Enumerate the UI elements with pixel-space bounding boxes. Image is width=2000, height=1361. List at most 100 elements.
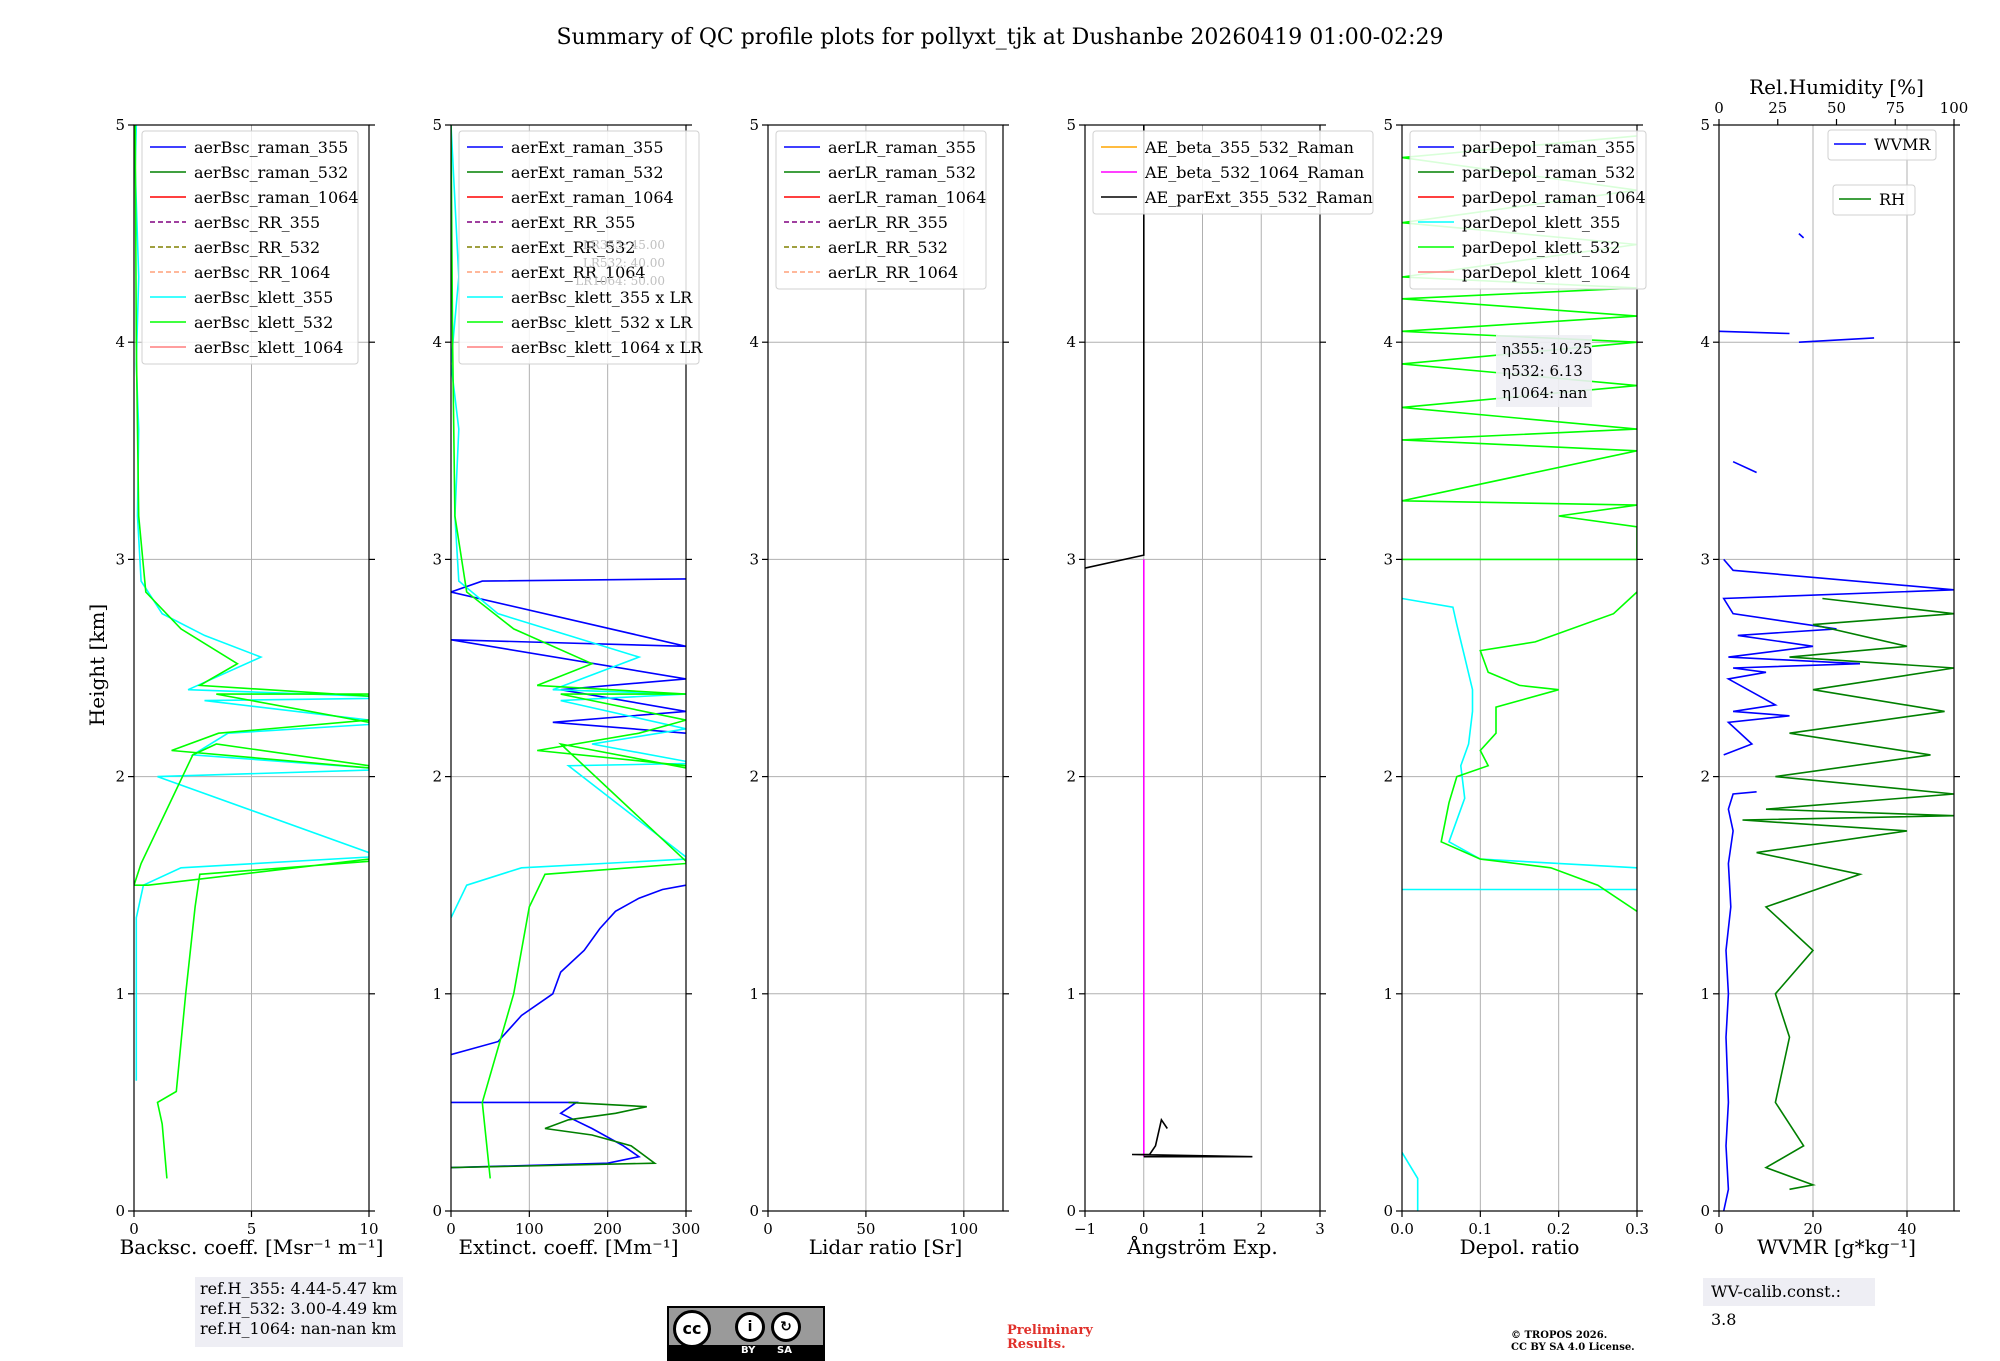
series-line-aerExt_raman_355_b bbox=[451, 1101, 641, 1169]
x-tick-label-ext: 0 bbox=[446, 1220, 456, 1238]
series-line-RH bbox=[1742, 597, 1954, 1191]
legend-label-aerBsc_raman_355: aerBsc_raman_355 bbox=[194, 138, 348, 157]
series-line-parDepol_klett_355 bbox=[1402, 1151, 1419, 1211]
lr-annotation-1: LR532: 40.00 bbox=[583, 256, 665, 270]
legend-label-aerBsc_klett_1064 x LR: aerBsc_klett_1064 x LR bbox=[511, 338, 703, 357]
y-tick-label-wv: 4 bbox=[1700, 333, 1710, 351]
x-tick-label-wv: 40 bbox=[1897, 1220, 1916, 1238]
legend-label-aerBsc_raman_1064: aerBsc_raman_1064 bbox=[194, 188, 359, 207]
y-tick-label-lr: 0 bbox=[749, 1202, 759, 1220]
cc-by-label: BY bbox=[741, 1345, 756, 1356]
x-axis-label-wv: WVMR [g*kg⁻¹] bbox=[1757, 1235, 1916, 1259]
y-tick-label-lr: 2 bbox=[749, 768, 759, 786]
series-line-AE_parExt_355_532_Raman bbox=[1085, 125, 1145, 569]
series-line-parDepol_klett_355_c bbox=[1402, 597, 1637, 869]
legend-label-parDepol_klett_1064: parDepol_klett_1064 bbox=[1462, 263, 1631, 282]
top-x-tick-label-wv: 0 bbox=[1714, 99, 1724, 117]
y-tick-label-lr: 5 bbox=[749, 116, 759, 134]
legend-label-aerLR_RR_1064: aerLR_RR_1064 bbox=[828, 263, 958, 282]
legend-box-WVMR bbox=[1827, 129, 1937, 161]
y-tick-label-ae: 4 bbox=[1066, 333, 1076, 351]
legend-label-aerExt_raman_1064: aerExt_raman_1064 bbox=[511, 188, 674, 207]
y-tick-label-depol: 1 bbox=[1383, 985, 1393, 1003]
y-tick-label-ext: 5 bbox=[432, 116, 442, 134]
y-tick-label-depol: 5 bbox=[1383, 116, 1393, 134]
legend-label-aerBsc_raman_532: aerBsc_raman_532 bbox=[194, 163, 348, 182]
legend-label-aerLR_raman_1064: aerLR_raman_1064 bbox=[828, 188, 986, 207]
x-tick-label-ae: 3 bbox=[1315, 1220, 1325, 1238]
lr-annotation-0: LR355: 45.00 bbox=[583, 238, 665, 252]
series-line-WVMR_e bbox=[1798, 337, 1875, 343]
y-tick-label-bsc: 4 bbox=[115, 333, 125, 351]
x-tick-label-wv: 20 bbox=[1803, 1220, 1822, 1238]
series-line-aerBsc_klett_532 bbox=[134, 125, 369, 1179]
legend-box-bsc bbox=[141, 130, 359, 365]
series-line-WVMR_f bbox=[1798, 233, 1805, 239]
y-tick-label-lr: 3 bbox=[749, 550, 759, 568]
x-tick-label-bsc: 5 bbox=[247, 1220, 257, 1238]
y-tick-label-bsc: 3 bbox=[115, 550, 125, 568]
y-tick-label-ae: 1 bbox=[1066, 985, 1076, 1003]
axes-frame-depol bbox=[1401, 124, 1638, 1212]
legend-label-RH: RH bbox=[1879, 190, 1905, 209]
series-group-wv bbox=[1719, 233, 1954, 1211]
x-axis-label-ae: Ångström Exp. bbox=[1126, 1234, 1277, 1259]
legend-label-parDepol_klett_355: parDepol_klett_355 bbox=[1462, 213, 1620, 232]
reference-height-box: ref.H_355: 4.44-5.47 km ref.H_532: 3.00-… bbox=[195, 1277, 403, 1347]
ref-height-355: ref.H_355: 4.44-5.47 km bbox=[200, 1279, 398, 1298]
copyright-line-2: CC BY SA 4.0 License. bbox=[1511, 1342, 1635, 1353]
x-tick-label-bsc: 0 bbox=[129, 1220, 139, 1238]
legend-label-aerLR_raman_355: aerLR_raman_355 bbox=[828, 138, 976, 157]
legend-label-aerBsc_klett_532 x LR: aerBsc_klett_532 x LR bbox=[511, 313, 693, 332]
legend-label-aerLR_raman_532: aerLR_raman_532 bbox=[828, 163, 976, 182]
cc-logo-icon: cc bbox=[673, 1310, 711, 1348]
legend-label-aerLR_RR_532: aerLR_RR_532 bbox=[828, 238, 948, 257]
preliminary-line-1: Preliminary bbox=[1007, 1323, 1093, 1338]
series-line-WVMR_c bbox=[1732, 460, 1757, 474]
y-tick-label-bsc: 2 bbox=[115, 768, 125, 786]
legend-label-aerBsc_klett_355 x LR: aerBsc_klett_355 x LR bbox=[511, 288, 693, 307]
legend-label-aerExt_raman_355: aerExt_raman_355 bbox=[511, 138, 664, 157]
wv-calibration-box: WV-calib.const.: 3.8 bbox=[1703, 1278, 1875, 1329]
eta-annotation-1: η532: 6.13 bbox=[1502, 362, 1583, 380]
y-tick-label-ext: 3 bbox=[432, 550, 442, 568]
panel-depol: 0 1 2 3 4 5 0.0 0.1 0.2 0.3 Depol. ratio parDepol_r… bbox=[1383, 116, 1648, 1259]
preliminary-line-2: Results. bbox=[1007, 1337, 1066, 1352]
series-line-WVMR_b bbox=[1722, 558, 1954, 756]
y-tick-label-bsc: 5 bbox=[115, 116, 125, 134]
x-tick-label-lr: 0 bbox=[763, 1220, 773, 1238]
legend-label-aerBsc_RR_532: aerBsc_RR_532 bbox=[194, 238, 320, 257]
series-line-WVMR bbox=[1722, 791, 1757, 1211]
y-tick-label-depol: 4 bbox=[1383, 333, 1393, 351]
legend-label-parDepol_raman_355: parDepol_raman_355 bbox=[1462, 138, 1635, 157]
copyright-note: © TROPOS 2026. CC BY SA 4.0 License. bbox=[1511, 1330, 1635, 1354]
y-tick-label-wv: 3 bbox=[1700, 550, 1710, 568]
x-axis-label-depol: Depol. ratio bbox=[1460, 1235, 1580, 1259]
preliminary-results-note: Preliminary Results. bbox=[1007, 1324, 1093, 1352]
series-line-AE_parExt_355_532_Raman_b bbox=[1131, 1117, 1253, 1158]
series-line-aerExt_raman_355 bbox=[451, 884, 686, 1056]
legend-label-AE_parExt_355_532_Raman: AE_parExt_355_532_Raman bbox=[1144, 188, 1373, 207]
ref-height-1064: ref.H_1064: nan-nan km bbox=[200, 1319, 397, 1338]
series-group-bsc bbox=[134, 125, 369, 1179]
legend-label-AE_beta_532_1064_Raman: AE_beta_532_1064_Raman bbox=[1144, 163, 1364, 182]
series-group-depol bbox=[1402, 135, 1637, 1211]
legend-label-aerExt_RR_1064: aerExt_RR_1064 bbox=[511, 263, 646, 282]
legend-label-aerBsc_RR_355: aerBsc_RR_355 bbox=[194, 213, 320, 232]
legend-label-aerBsc_klett_532: aerBsc_klett_532 bbox=[194, 313, 333, 332]
series-line-parDepol_klett_532 bbox=[1440, 591, 1637, 912]
share-alike-icon: ↻ bbox=[771, 1312, 801, 1342]
y-tick-label-ae: 3 bbox=[1066, 550, 1076, 568]
legend-label-aerBsc_klett_355: aerBsc_klett_355 bbox=[194, 288, 333, 307]
x-tick-label-depol: 0.1 bbox=[1468, 1220, 1492, 1238]
x-tick-label-depol: 0.2 bbox=[1547, 1220, 1571, 1238]
series-line-aerBsc_klett_532 x LR bbox=[451, 125, 686, 1179]
y-tick-label-depol: 2 bbox=[1383, 768, 1393, 786]
top-x-tick-label-wv: 100 bbox=[1940, 99, 1969, 117]
eta-annotation-2: η1064: nan bbox=[1502, 384, 1588, 402]
legend-box-ae bbox=[1092, 130, 1374, 215]
